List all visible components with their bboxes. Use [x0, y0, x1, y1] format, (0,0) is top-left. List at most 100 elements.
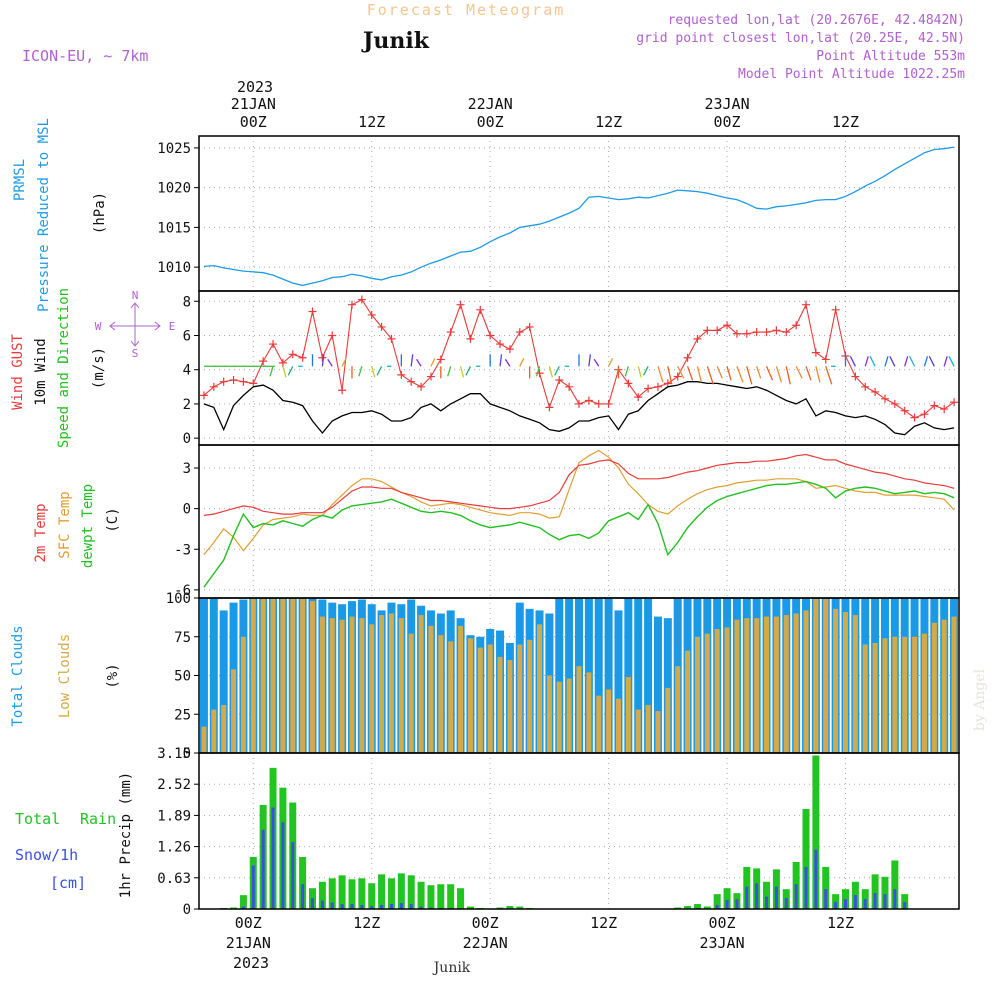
precip-snow-bar: [903, 902, 907, 909]
low-cloud-bar: [704, 633, 710, 753]
precip-panel: 0 0.63 1.26 1.89 2.52 3.15: [157, 746, 959, 918]
footer-location: Junik: [432, 960, 471, 976]
wind-direction-arrow: [287, 365, 294, 376]
total-cloud-bar: [614, 610, 623, 753]
gust-marker: [239, 377, 248, 386]
precip-total-label: Total: [15, 810, 60, 828]
gust-marker: [890, 399, 899, 408]
low-cloud-bar: [556, 681, 562, 753]
precip-snow-bar: [311, 898, 315, 909]
low-cloud-bar: [448, 641, 454, 753]
precip-snow-bar: [360, 905, 364, 909]
t2m-line: [203, 453, 955, 516]
compass-e: E: [169, 320, 176, 333]
total-cloud-bar: [555, 598, 564, 753]
pressure-line: [203, 146, 955, 287]
y-tick-label: 1.26: [157, 840, 191, 856]
wind-direction-arrow: [643, 365, 649, 376]
gust-marker: [732, 329, 741, 338]
wind-direction-arrow: [588, 354, 592, 367]
precip-rain-label: Rain: [80, 810, 116, 828]
wind-direction-arrow: [923, 356, 929, 367]
y-tick-label: 3.15: [157, 746, 191, 762]
precip-total-bar: [466, 906, 474, 909]
low-cloud-bar: [872, 642, 878, 753]
gust-marker: [446, 328, 455, 337]
gust-marker: [249, 379, 258, 388]
precip-snow-label: Snow/1h: [15, 846, 78, 864]
precip-snow-bar: [241, 906, 245, 909]
bottom-tick-label: 00Z: [235, 914, 262, 932]
gust-marker: [594, 399, 603, 408]
precip-total-bar: [822, 866, 830, 909]
precip-total-bar: [832, 894, 840, 909]
top-tick-label: 12Z: [358, 113, 385, 131]
low-cloud-bar: [418, 615, 424, 753]
wind-direction-arrow: [459, 366, 465, 378]
precip-total-bar: [684, 906, 692, 909]
y-tick-label: 25: [174, 707, 191, 723]
gust-marker: [762, 328, 771, 337]
wind-direction-arrow: [416, 358, 422, 367]
low-cloud-bar: [892, 636, 898, 753]
precip-snow-bar: [261, 829, 265, 909]
low-cloud-bar: [310, 601, 316, 753]
gust-marker: [259, 357, 268, 366]
chart-title: Forecast Meteogram: [367, 1, 566, 19]
low-cloud-bar: [783, 615, 789, 753]
precip-total-bar: [901, 894, 909, 909]
bottom-tick-label: 12Z: [590, 914, 617, 932]
temperature-panel: -6 -3 0 3: [174, 445, 959, 599]
pressure-label: Pressure Reduced to MSL: [36, 118, 52, 312]
bottom-tick-label: 00Z: [472, 914, 499, 932]
gust-marker: [930, 401, 939, 410]
gust-marker: [436, 355, 445, 364]
precip-total-bar: [378, 874, 386, 909]
low-cloud-bar: [823, 598, 829, 753]
compass-n: N: [132, 289, 139, 302]
precip-total-bar: [457, 888, 465, 909]
gust-marker: [821, 355, 830, 364]
gust-marker: [456, 300, 465, 309]
precip-axis-label: 1hr Precip (mm): [118, 772, 134, 898]
precip-total-bar: [239, 895, 247, 909]
grid-point-coords: grid point closest lon,lat (20.25E, 42.5…: [636, 31, 965, 46]
low-cloud-bar: [260, 598, 266, 753]
precip-snow-bar: [320, 900, 324, 909]
low-cloud-bar: [921, 633, 927, 753]
wind10-line: [203, 381, 955, 436]
low-cloud-bar: [615, 698, 621, 753]
precip-snow-bar: [251, 865, 255, 909]
wind-direction-arrow: [869, 355, 876, 367]
gust-marker: [525, 322, 534, 331]
wind-direction-arrow: [341, 357, 347, 367]
gust-marker: [377, 322, 386, 331]
wind-direction-arrow: [548, 366, 554, 378]
gust-marker: [565, 382, 574, 391]
y-tick-label: 75: [174, 630, 191, 646]
wind-direction-arrow: [825, 366, 833, 385]
precip-total-bar: [299, 857, 307, 909]
wind-direction-arrow: [667, 366, 673, 385]
low-cloud-bar: [852, 615, 858, 753]
precip-total-bar: [407, 875, 415, 909]
total-cloud-bar: [565, 598, 574, 753]
wind-direction-arrow: [948, 355, 955, 367]
gust-marker: [634, 393, 643, 402]
y-tick-label: 1.89: [157, 808, 191, 824]
bottom-date-label: 23JAN: [699, 934, 744, 952]
wind-direction-arrow: [889, 355, 896, 367]
low-cloud-bar: [507, 660, 513, 753]
low-cloud-bar: [329, 618, 335, 753]
precip-snow-bar: [715, 905, 719, 909]
low-cloud-bar: [596, 695, 602, 753]
low-clouds-label: Low Clouds: [57, 634, 73, 718]
y-tick-label: 0: [183, 502, 191, 518]
precip-total-bar: [397, 873, 405, 909]
low-cloud-bar: [665, 687, 671, 753]
precip-snow-bar: [271, 807, 275, 909]
y-tick-label: -3: [174, 542, 191, 558]
wind-direction-arrow: [535, 366, 541, 377]
low-cloud-bar: [537, 624, 543, 753]
